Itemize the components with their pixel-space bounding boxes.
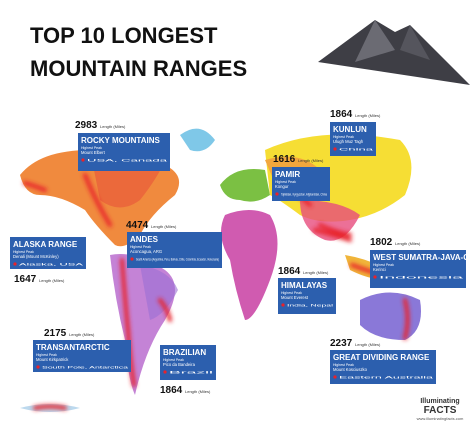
peak-name: Ulugh Muz Tagh bbox=[333, 139, 364, 144]
length-unit: Length (Miles) bbox=[185, 389, 211, 394]
range-name: KUNLUN bbox=[333, 125, 367, 134]
range-box bbox=[278, 278, 336, 314]
length-unit: Length (Miles) bbox=[355, 342, 381, 347]
range-box bbox=[10, 237, 86, 269]
location-pin bbox=[275, 192, 279, 196]
length-unit: Length (Miles) bbox=[298, 158, 324, 163]
location: Brazil bbox=[169, 371, 214, 375]
title-line: TOP 10 LONGEST bbox=[30, 23, 218, 48]
location-pin bbox=[163, 370, 167, 374]
length-unit: Length (Miles) bbox=[100, 124, 126, 129]
range-length: 1802 bbox=[370, 237, 393, 248]
peak-label: Highest Peak bbox=[333, 135, 354, 139]
location: Indonesia bbox=[379, 276, 463, 280]
range-length: 1647 bbox=[14, 274, 37, 285]
range-box bbox=[370, 250, 466, 288]
peak-label: Highest Peak bbox=[36, 353, 57, 357]
range-length: 1864 bbox=[160, 385, 183, 396]
location: China bbox=[339, 148, 373, 152]
mountain-illustration bbox=[318, 20, 470, 85]
location-pin bbox=[13, 262, 17, 266]
range-box bbox=[330, 122, 376, 156]
range-box bbox=[272, 167, 330, 201]
range-box bbox=[127, 232, 222, 268]
peak-name: Pico da Bandeira bbox=[163, 362, 196, 367]
peak-name: Kongur bbox=[275, 184, 289, 189]
location: South Pole, Antarctica bbox=[42, 366, 128, 370]
peak-name: Kerinci bbox=[373, 267, 386, 272]
range-name: ROCKY MOUNTAINS bbox=[81, 136, 160, 145]
peak-label: Highest Peak bbox=[163, 358, 184, 362]
location: Alaska, USA bbox=[19, 263, 85, 267]
logo-text: Illuminating bbox=[420, 398, 459, 405]
peak-label: Highest Peak bbox=[13, 250, 34, 254]
length-unit: Length (Miles) bbox=[39, 278, 65, 283]
range-length: 1864 bbox=[278, 266, 301, 277]
peak-label: Highest Peak bbox=[281, 291, 302, 295]
location: South America (Argentina, Peru, Bolivia,… bbox=[136, 258, 219, 262]
length-unit: Length (Miles) bbox=[355, 113, 381, 118]
length-unit: Length (Miles) bbox=[151, 224, 177, 229]
location: Eastern Australia bbox=[339, 376, 433, 380]
range-name: TRANSANTARCTIC bbox=[36, 343, 110, 352]
peak-name: Mount Everest bbox=[281, 295, 309, 300]
range-name: ANDES bbox=[130, 235, 159, 244]
range-length: 4474 bbox=[126, 220, 149, 231]
range-length: 1864 bbox=[330, 109, 353, 120]
peak-name: Denali (Mount McKinley) bbox=[13, 254, 59, 259]
location: India, Nepal bbox=[287, 304, 334, 308]
range-box bbox=[33, 340, 131, 372]
peak-label: Highest Peak bbox=[275, 180, 296, 184]
location-pin bbox=[130, 257, 134, 261]
location-pin bbox=[81, 158, 85, 162]
length-unit: Length (Miles) bbox=[303, 270, 329, 275]
title-line: MOUNTAIN RANGES bbox=[30, 56, 247, 81]
location: USA, Canada bbox=[87, 159, 167, 163]
range-name: WEST SUMATRA-JAVA-CHAIN bbox=[373, 253, 474, 262]
logo: Illuminating FACTS www.illuminatingfacts… bbox=[417, 398, 464, 421]
location-pin bbox=[333, 375, 337, 379]
peak-name: Mount Kirkpatrick bbox=[36, 357, 69, 362]
range-length: 2175 bbox=[44, 328, 67, 339]
location-pin bbox=[373, 275, 377, 279]
range-name: GREAT DIVIDING RANGE bbox=[333, 353, 430, 362]
logo-text: FACTS bbox=[424, 405, 457, 416]
location-pin bbox=[281, 303, 285, 307]
peak-name: Aconcagua, ARG bbox=[130, 249, 162, 254]
range-box bbox=[78, 133, 170, 171]
peak-name: Mount Elbert bbox=[81, 150, 106, 155]
logo-url: www.illuminatingfacts.com bbox=[417, 416, 464, 421]
peak-name: Mount Kosciuszko bbox=[333, 367, 368, 372]
range-length: 2237 bbox=[330, 338, 353, 349]
peak-label: Highest Peak bbox=[333, 363, 354, 367]
location: Tajikistan, Kyrgyzstan, Afghanistan, Chi… bbox=[281, 193, 327, 197]
range-name: BRAZILIAN bbox=[163, 348, 206, 357]
range-length: 1616 bbox=[273, 154, 296, 165]
location-pin bbox=[333, 147, 337, 151]
peak-label: Highest Peak bbox=[130, 245, 151, 249]
range-box bbox=[330, 350, 436, 384]
location-pin bbox=[36, 365, 40, 369]
range-name: HIMALAYAS bbox=[281, 281, 328, 290]
range-length: 2983 bbox=[75, 120, 98, 131]
peak-label: Highest Peak bbox=[373, 263, 394, 267]
range-name: ALASKA RANGE bbox=[13, 240, 78, 249]
length-unit: Length (Miles) bbox=[395, 241, 421, 246]
peak-label: Highest Peak bbox=[81, 146, 102, 150]
length-unit: Length (Miles) bbox=[69, 332, 95, 337]
range-name: PAMIR bbox=[275, 170, 300, 179]
range-box bbox=[160, 345, 216, 380]
